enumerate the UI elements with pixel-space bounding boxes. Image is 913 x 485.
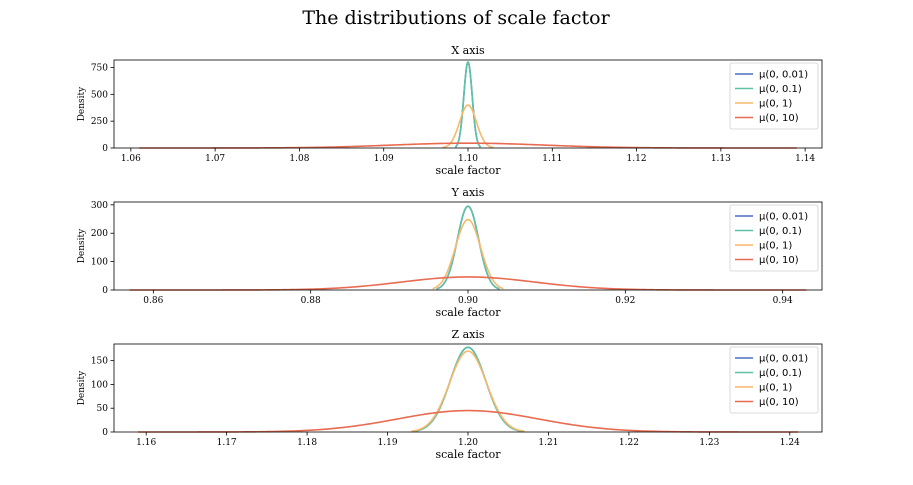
y-tick-label: 300 [91,201,108,211]
legend-label-3: μ(0, 10) [759,255,799,266]
series-line-1 [411,346,525,433]
y-tick-label: 150 [91,357,108,367]
series-line-2 [411,350,525,433]
legend: μ(0, 0.01) μ(0, 0.1) μ(0, 1) μ(0, 10) [729,62,819,130]
y-tick-label: 250 [91,117,108,127]
x-tick-label: 1.12 [627,154,647,164]
series-line-3 [139,142,797,149]
panel-title: Y axis [451,186,485,199]
x-tick-label: 1.21 [538,438,558,448]
plot-frame [113,343,823,433]
x-tick-label: 0.94 [773,296,793,306]
legend-label-1: μ(0, 0.1) [759,368,802,379]
legend-label-1: μ(0, 0.1) [759,84,802,95]
legend-label-0: μ(0, 0.01) [759,354,808,365]
figure-title: The distributions of scale factor [302,7,610,29]
panel-title: Z axis [451,328,484,341]
x-tick-label: 1.17 [217,438,237,448]
x-tick-label: 1.06 [121,154,141,164]
legend-label-2: μ(0, 1) [759,241,792,252]
y-axis-label: Density [77,228,87,263]
legend-box [729,62,819,130]
x-tick-label: 0.88 [301,296,321,306]
x-tick-label: 0.92 [615,296,635,306]
x-axis-label: scale factor [436,164,502,177]
legend: μ(0, 0.01) μ(0, 0.1) μ(0, 1) μ(0, 10) [729,346,819,414]
y-tick-label: 500 [91,90,108,100]
legend-box [729,204,819,272]
x-axis-label: scale factor [436,306,502,319]
x-tick-label: 1.20 [458,438,478,448]
legend-label-3: μ(0, 10) [759,113,799,124]
y-tick-label: 100 [91,258,108,268]
x-tick-label: 1.13 [711,154,731,164]
y-tick-label: 0 [102,286,108,296]
x-tick-label: 1.10 [458,154,478,164]
legend-label-2: μ(0, 1) [759,383,792,394]
x-tick-label: 1.23 [699,438,719,448]
y-tick-label: 100 [91,380,108,390]
series-line-2 [442,104,494,149]
y-tick-label: 0 [102,144,108,154]
x-tick-label: 1.19 [378,438,398,448]
panel-x-axis: X axis 1.06 1.07 1.08 1.09 1.10 1.11 1.12 1.13 1.… [77,44,823,177]
x-tick-label: 1.09 [374,154,394,164]
y-tick-label: 0 [102,428,108,438]
legend-label-2: μ(0, 1) [759,99,792,110]
legend-label-0: μ(0, 0.01) [759,70,808,81]
y-tick-label: 200 [91,229,108,239]
y-axis-label: Density [77,370,87,405]
x-tick-label: 0.90 [458,296,478,306]
y-tick-label: 50 [97,404,109,414]
x-tick-label: 1.18 [297,438,317,448]
x-tick-label: 1.08 [289,154,309,164]
series-line-1 [454,61,482,148]
plot-frame [113,59,823,149]
series-line-3 [138,409,798,433]
panel-title: X axis [451,44,485,57]
legend-box [729,346,819,414]
panel-y-axis: Y axis 0.86 0.88 0.90 0.92 0.94 0 100 200 300 scal… [77,186,823,319]
y-tick-label: 750 [91,64,108,74]
x-tick-label: 1.07 [205,154,225,164]
x-tick-label: 1.24 [780,438,800,448]
legend-label-1: μ(0, 0.1) [759,226,802,237]
y-axis-label: Density [77,86,87,121]
x-axis-label: scale factor [436,448,502,461]
series-line-3 [129,276,807,291]
series-line-0 [411,346,525,433]
x-tick-label: 1.22 [619,438,639,448]
panel-z-axis: Z axis 1.16 1.17 1.18 1.19 1.20 1.21 1.22 1.23 1.… [77,328,823,461]
x-tick-label: 1.11 [542,154,562,164]
legend-label-0: μ(0, 0.01) [759,212,808,223]
x-tick-label: 0.86 [143,296,163,306]
legend: μ(0, 0.01) μ(0, 0.1) μ(0, 1) μ(0, 10) [729,204,819,272]
legend-label-3: μ(0, 10) [759,397,799,408]
x-tick-label: 1.14 [795,154,815,164]
x-tick-label: 1.16 [136,438,156,448]
